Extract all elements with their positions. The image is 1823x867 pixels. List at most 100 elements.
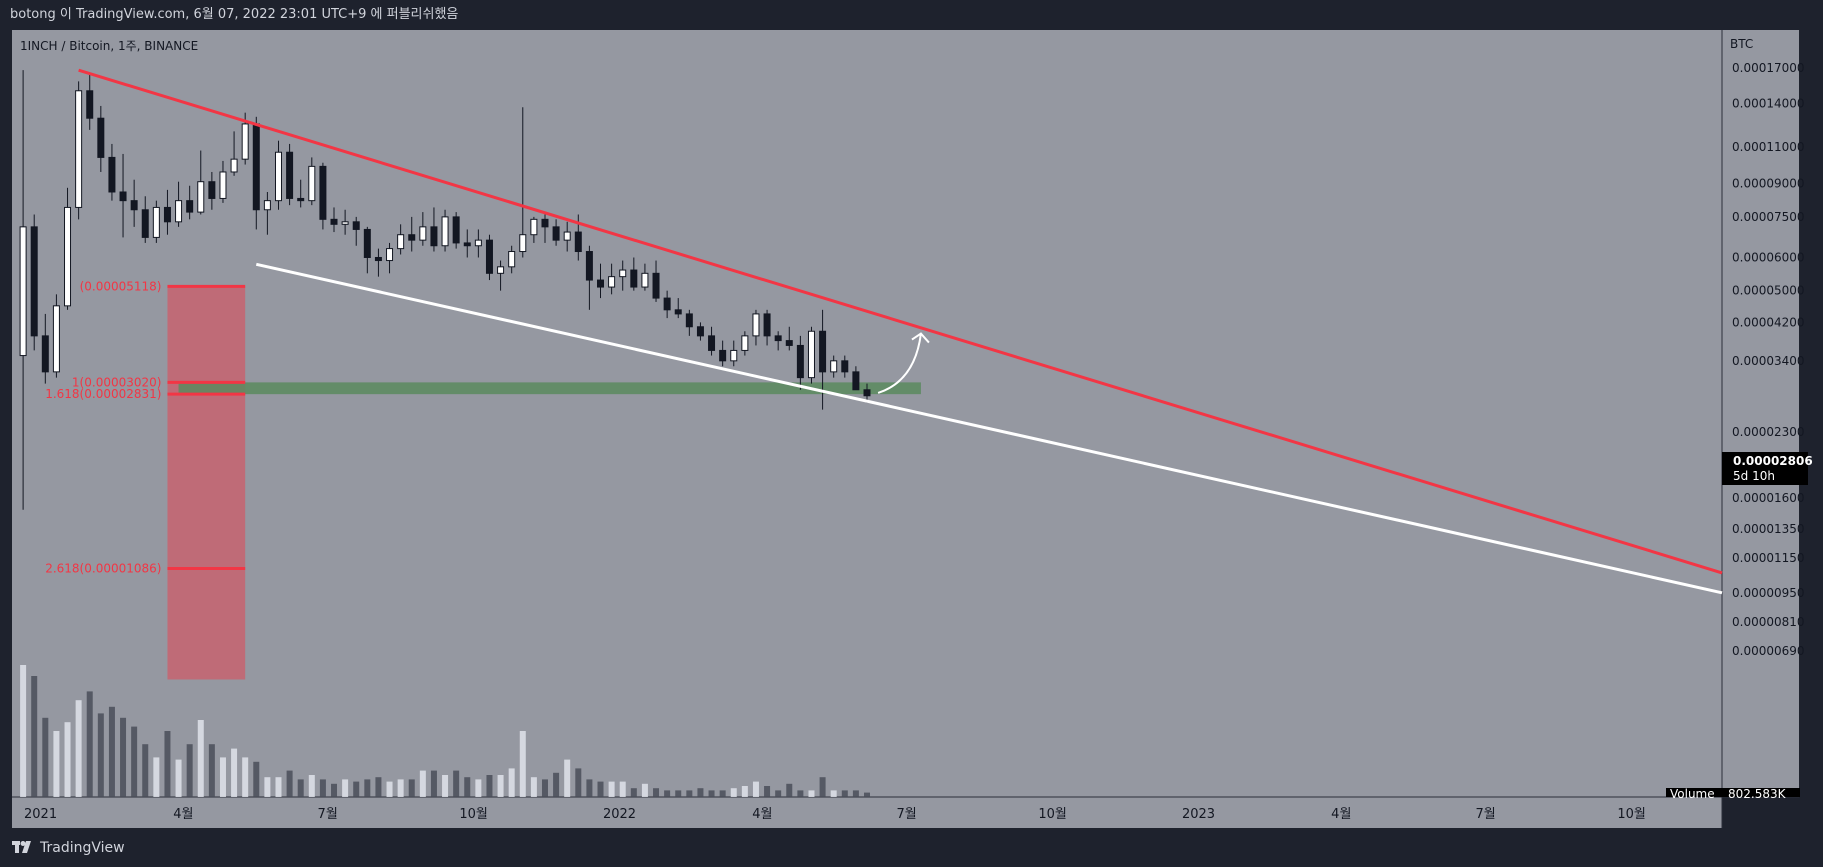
candle-body — [641, 272, 649, 288]
time-tick-label: 10월 — [459, 807, 488, 822]
candle-body — [64, 206, 72, 307]
candle-body — [497, 266, 505, 274]
price-scale[interactable] — [1722, 30, 1799, 797]
candle-body — [252, 123, 260, 211]
volume-value-label: 802.583K — [1728, 787, 1787, 801]
candle-body — [474, 239, 482, 247]
volume-bar — [342, 779, 349, 797]
volume-bar — [519, 731, 526, 797]
candle-body — [430, 226, 438, 247]
candle-body — [86, 90, 94, 119]
support-zone[interactable] — [178, 382, 921, 395]
candle-body — [397, 234, 405, 250]
volume-bar — [797, 790, 804, 797]
volume-bar — [630, 788, 637, 797]
fib-level-label: 1(0.00003020) — [72, 375, 162, 389]
time-scale[interactable] — [12, 797, 1722, 828]
support-trendline — [255, 262, 1723, 595]
volume-bar — [108, 706, 115, 797]
plot-area[interactable] — [12, 30, 1722, 797]
candle-body — [774, 335, 782, 342]
volume-bar — [153, 757, 160, 797]
volume-bar — [375, 777, 382, 797]
volume-bar — [120, 717, 127, 797]
volume-bar — [331, 783, 338, 797]
candle-body — [485, 239, 493, 274]
candle-body — [541, 218, 549, 228]
candle-body — [452, 216, 460, 244]
candle-body — [41, 335, 49, 373]
price-tick-label: 0.00017000 — [1732, 61, 1805, 75]
volume-bar — [575, 768, 582, 797]
brand-text: TradingView — [40, 840, 125, 856]
volume-bar — [164, 731, 171, 797]
candle-body — [274, 151, 282, 202]
candle-body — [685, 313, 693, 328]
price-tick-label: 0.00007500 — [1732, 210, 1805, 224]
volume-bar — [752, 781, 759, 797]
time-tick-label: 4월 — [1331, 807, 1351, 822]
candle-body — [708, 335, 716, 351]
volume-bar — [619, 781, 626, 797]
projection-arrow[interactable] — [877, 332, 930, 394]
volume-bar — [864, 792, 870, 797]
candle-body — [563, 231, 571, 241]
candle-body — [696, 326, 704, 337]
volume-bar — [708, 790, 715, 797]
price-tick-label: 0.00000690 — [1732, 644, 1805, 658]
candle-body — [608, 276, 616, 288]
candle-body — [52, 305, 60, 373]
volume-bar — [764, 786, 771, 797]
volume-bar — [297, 779, 304, 797]
volume-bar — [641, 783, 648, 797]
price-tick-label: 0.00002300 — [1732, 425, 1805, 439]
price-chart[interactable]: (0.00005118) 1(0.00003020)1.618(0.0000283… — [0, 0, 1823, 828]
candle-body — [408, 234, 416, 241]
price-tick-label: 0.00004200 — [1732, 315, 1805, 329]
volume-bar — [464, 777, 471, 797]
volume-bar — [486, 775, 493, 797]
candle-body — [863, 389, 871, 397]
volume-bar — [408, 779, 415, 797]
volume-bar — [20, 665, 27, 797]
candle-body — [363, 228, 371, 258]
trendlines[interactable] — [78, 68, 1723, 595]
candle-body — [175, 200, 183, 223]
tradingview-logo-icon — [12, 841, 31, 853]
candle-body — [585, 251, 593, 281]
volume-badge-bg — [1666, 788, 1800, 797]
candle-body — [663, 297, 671, 311]
candle-body — [830, 360, 838, 373]
volume-bar — [253, 761, 260, 797]
candle-body — [30, 226, 38, 337]
volume-bar — [697, 788, 704, 797]
fib-extension-box[interactable] — [167, 286, 246, 680]
volume-bar — [852, 790, 859, 797]
volume-bar — [819, 777, 826, 797]
volume-bar — [808, 790, 815, 797]
price-tick-label: 0.00001150 — [1732, 551, 1805, 565]
candle-body — [741, 335, 749, 351]
candle-body — [730, 349, 738, 362]
candle-body — [374, 256, 382, 262]
volume-label: Volume — [1670, 787, 1715, 801]
time-tick-label: 4월 — [752, 807, 772, 822]
volume-bar — [231, 748, 238, 797]
candle-body — [352, 221, 360, 230]
volume-bar — [397, 779, 404, 797]
candle-body — [763, 313, 771, 337]
candle-body — [386, 248, 394, 262]
tradingview-logo[interactable]: TradingView — [12, 840, 125, 856]
volume-bar — [497, 775, 504, 797]
candle-body — [186, 200, 194, 213]
candle-body — [719, 349, 727, 362]
volume-bar — [553, 772, 560, 797]
volume-bar — [664, 790, 671, 797]
candle-body — [119, 191, 127, 202]
volume-bar — [530, 777, 537, 797]
candle-body — [574, 231, 582, 253]
symbol-label: 1INCH / Bitcoin, 1주, BINANCE — [20, 39, 198, 53]
footer-bar: TradingView — [0, 828, 1823, 867]
fib-levels[interactable]: (0.00005118) 1(0.00003020)1.618(0.0000283… — [45, 279, 246, 575]
volume-bar — [197, 720, 204, 797]
